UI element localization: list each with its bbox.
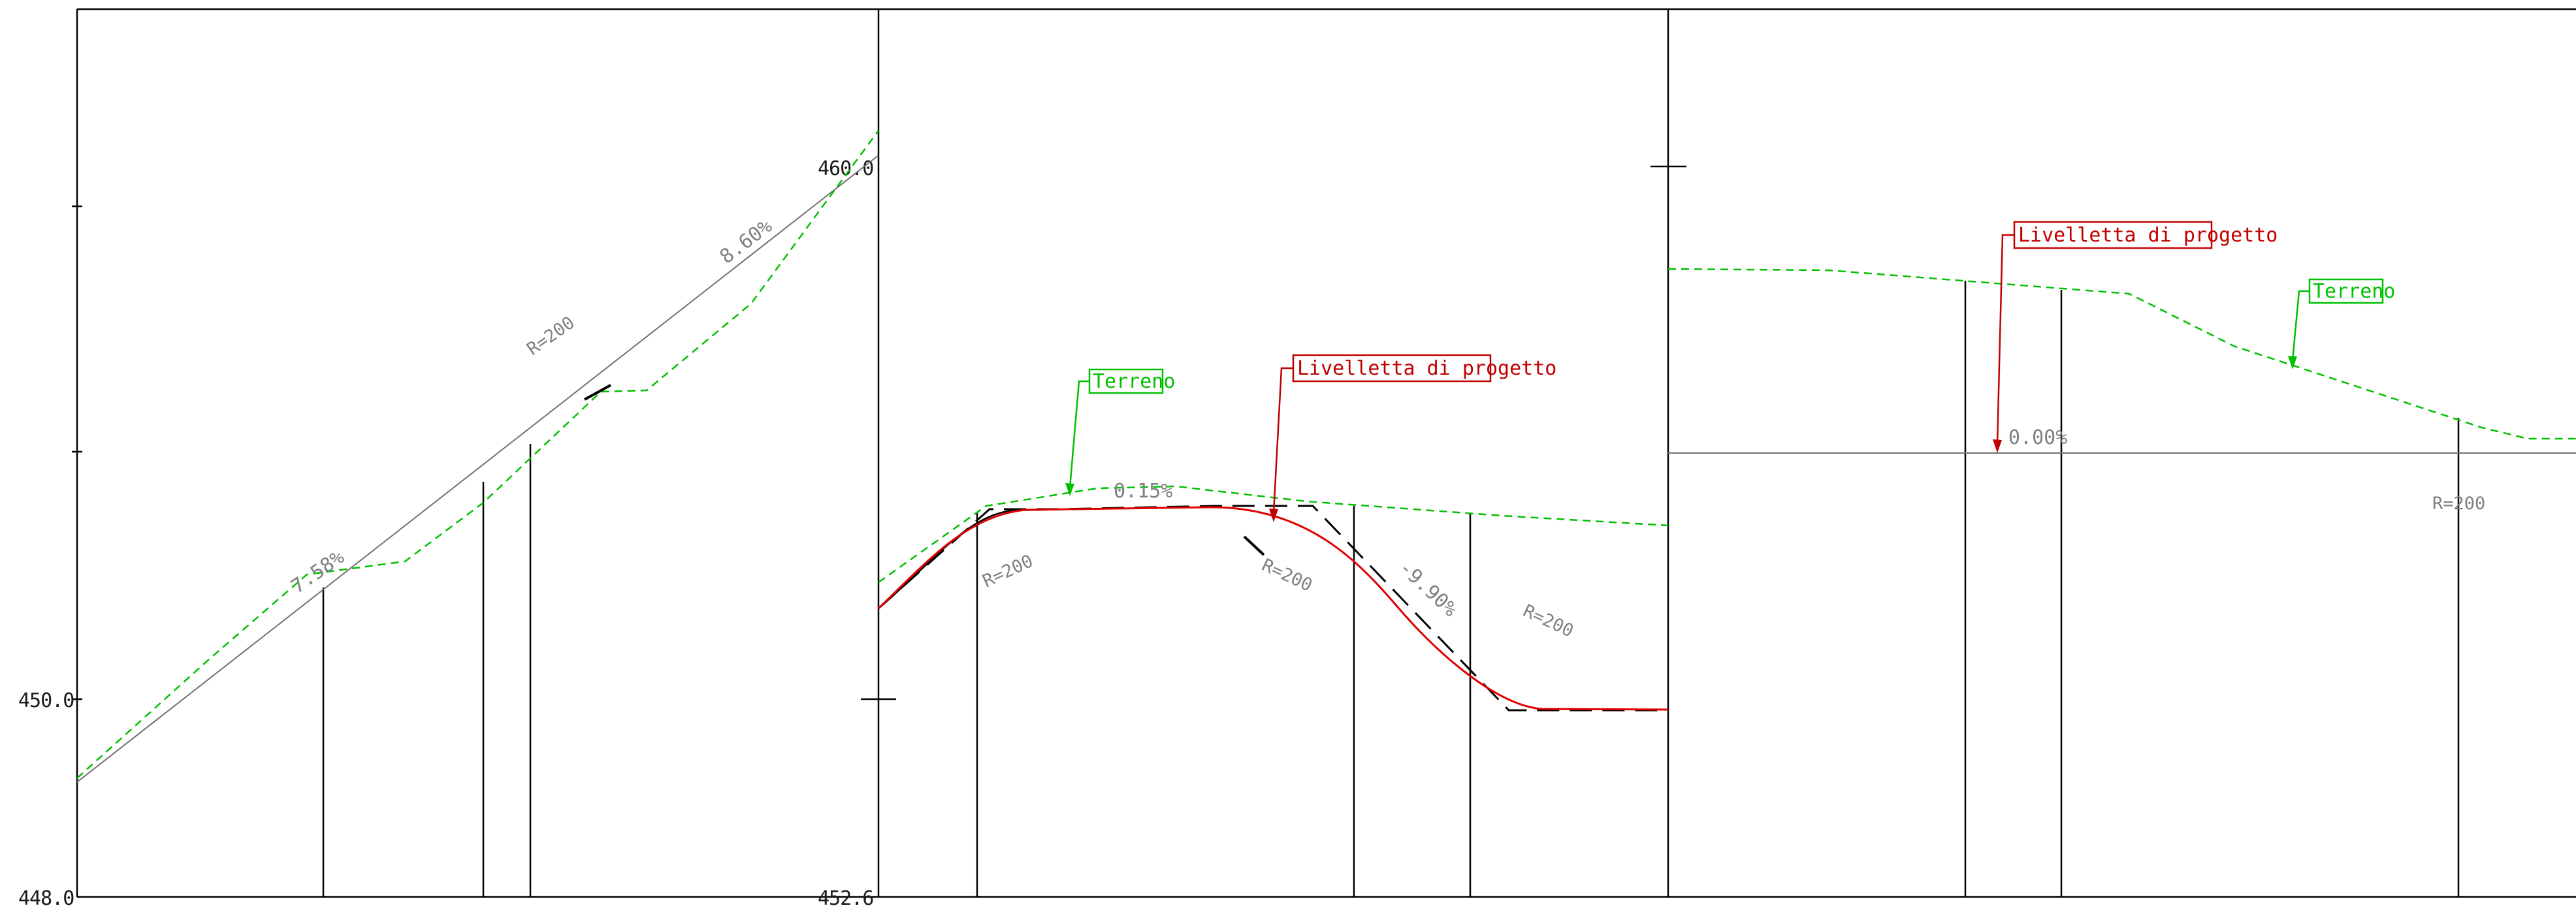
terrain-mid (878, 485, 1669, 584)
callout-label: Terreno (1093, 370, 1175, 393)
tangent-accent-2 (1243, 535, 1265, 556)
radius-label-4: R=200 (1520, 601, 1577, 641)
grade-label-3: 0.15% (1114, 480, 1172, 503)
grade-line-left (76, 155, 879, 783)
callout-leader (1996, 234, 2014, 445)
elevation-label-450: 450.0 (18, 689, 74, 712)
callout-arrow (2288, 356, 2297, 369)
tangent-accents (584, 384, 1265, 556)
design-profile-left (878, 508, 1072, 609)
radius-label-1: R=200 (523, 313, 578, 360)
callout-leader (1069, 380, 1089, 489)
terrain-left (76, 130, 880, 779)
callout-arrow (1065, 483, 1074, 496)
grade-label-4: -9.90% (1394, 556, 1462, 621)
callout-arrow (1993, 439, 2002, 453)
grade-label-5: 0.00% (2008, 426, 2067, 449)
terrain-right (1667, 268, 2576, 440)
callout-label: Livelletta di progetto (2018, 224, 2278, 247)
design-tangent-mid (878, 505, 1668, 712)
callout-leader (1272, 367, 1293, 514)
callout-label: Livelletta di progetto (1297, 357, 1556, 380)
grade-lines (76, 155, 2576, 783)
axis-ticks (72, 165, 1686, 700)
station-lines (322, 281, 2460, 897)
grade-label-1: 7.58% (287, 546, 349, 598)
elevation-label-460: 460.0 (818, 157, 873, 180)
callout-arrow (1269, 509, 1278, 522)
tangent-accent-1 (584, 384, 611, 401)
callout-terrain-mid: Terreno (1065, 368, 1175, 496)
radius-label-2: R=200 (980, 551, 1037, 591)
callout-leader (2291, 290, 2310, 361)
design-curve-red (877, 506, 1669, 711)
elevation-label-4526: 452.6 (818, 887, 873, 910)
elevation-label-448: 448.0 (18, 887, 74, 910)
callout-design-right: Livelletta di progetto (1993, 221, 2278, 453)
terrain-lines (76, 130, 2576, 779)
radius-label-5: R=200 (2432, 494, 2485, 514)
callout-terrain-right: Terreno (2288, 278, 2395, 369)
design-tangents (878, 505, 1668, 712)
callout-label: Terreno (2313, 280, 2395, 303)
callout-design-mid: Livelletta di progetto (1269, 354, 1556, 522)
radius-label-3: R=200 (1259, 555, 1315, 595)
